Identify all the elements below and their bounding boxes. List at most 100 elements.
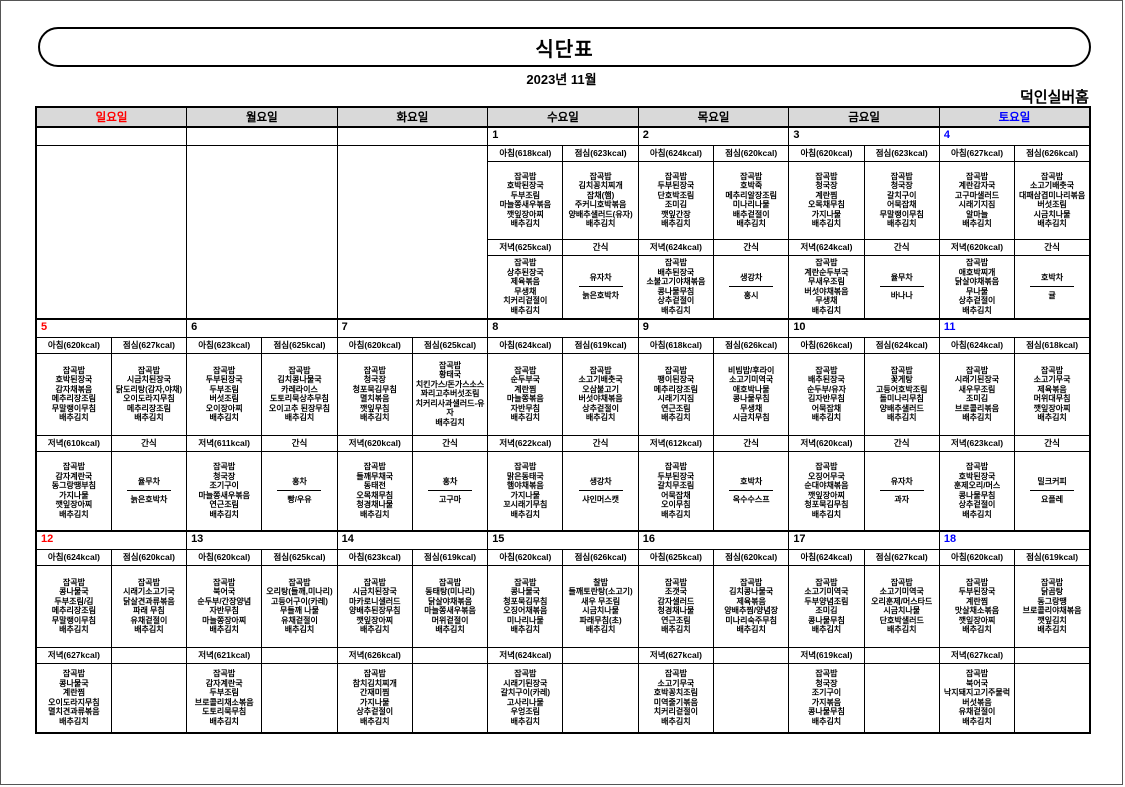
menu-item: 애호박찌개 xyxy=(958,267,996,277)
menu-item: 꼬시래기무침 xyxy=(503,500,548,510)
snack-header xyxy=(411,646,489,664)
menu-item: 잡곡밥 xyxy=(740,577,763,587)
menu-item: 치커리사과샐러드-유자 xyxy=(415,398,485,418)
menu-item: 청국장 xyxy=(363,375,386,384)
menu-item: 동태전 xyxy=(363,481,386,491)
dinner-header: 저녁(627kcal) xyxy=(637,646,715,664)
menu-item: 배추된장국 xyxy=(808,375,845,384)
breakfast-menu-cell: 잡곡밥 배추된장국 순두부/유자 김자반무침 어묵잡채 배추김치 xyxy=(788,352,865,436)
menu-item: 배추김치 xyxy=(811,509,842,519)
menu-item: 간재미찜 xyxy=(360,688,390,698)
dinner-menu-cell: 잡곡밥 계란순두부국 무새우조림 버섯야채볶음 무생채 배추김치 xyxy=(788,254,865,320)
menu-item: 배추김치 xyxy=(811,219,842,228)
snack-divider xyxy=(578,286,623,288)
menu-item: 고사리나물 xyxy=(506,697,544,707)
snack-divider xyxy=(879,286,924,288)
menu-item: 잡곡밥 xyxy=(890,577,913,587)
menu-item: 마카로니샐러드 xyxy=(349,596,401,606)
snack-header: 간식 xyxy=(1014,238,1091,256)
breakfast-header: 아침(624kcal) xyxy=(938,336,1016,354)
dinner-menu-cell: 잡곡밥 참치김치찌개 간재미찜 가지나물 상추겉절이 배추김치 xyxy=(336,662,413,734)
menu-item: 깻잎장아찌 xyxy=(55,500,93,510)
breakfast-menu-cell: 잡곡밥 팽이된장국 메추리장조림 시래기지짐 연근조림 배추김치 xyxy=(637,352,715,436)
menu-item: 콩나물국 xyxy=(59,587,89,596)
snack-header: 간식 xyxy=(261,434,338,452)
menu-item: 소고기무국 xyxy=(1033,375,1071,384)
menu-item: 양배추샐러드 xyxy=(879,403,924,413)
menu-item: 상추겉절이 xyxy=(657,296,695,306)
date-cell: 12 xyxy=(35,530,188,550)
snack-cell: 홍차 고구마 xyxy=(411,450,489,532)
snack-cell: 홍차 빵/우유 xyxy=(261,450,338,532)
menu-item: 잡곡밥 xyxy=(1041,365,1064,375)
date-cell: 9 xyxy=(637,318,790,338)
menu-item: 배추김치 xyxy=(736,219,766,228)
breakfast-header: 아침(618kcal) xyxy=(637,336,715,354)
dinner-header: 저녁(624kcal) xyxy=(788,238,865,256)
date-cell: 14 xyxy=(336,530,489,550)
menu-item: 콩나물국 xyxy=(510,587,541,596)
menu-item: 단호박샐러드 xyxy=(879,615,924,625)
menu-item: 잡곡밥 xyxy=(815,258,838,268)
breakfast-lunch-body-row: 잡곡밥 호박된장국 두부조림 마늘쫑새우볶음 깻잎장아찌 배추김치 잡곡밥 김치꽁치찌개 잡채(… xyxy=(36,160,1091,240)
menu-item: 훈제오리/머스 xyxy=(953,481,1001,491)
menu-item: 두부된장국 xyxy=(958,587,996,596)
snack-cell: 호박차 옥수수스프 xyxy=(713,450,790,532)
breakfast-menu-cell: 잡곡밥 청국장 청포묵김무침 멸치볶음 깻잎무침 배추김치 xyxy=(336,352,413,436)
breakfast-lunch-body-row: 잡곡밥 콩나물국 두부조림/김 메추리장조림 무말랭이무침 배추김치 잡곡밥 시래기소고기국 닭… xyxy=(35,564,1091,648)
menu-item: 배추김치 xyxy=(661,509,691,519)
menu-item: 감자계란국 xyxy=(55,471,93,481)
menu-item: 깻잎장아찌 xyxy=(1033,403,1071,413)
snack-divider xyxy=(729,490,774,492)
menu-item: 오징어채볶음 xyxy=(503,606,548,615)
date-cell xyxy=(35,126,188,146)
menu-item: 버섯야채볶음 xyxy=(578,394,623,403)
lunch-header: 점심(618kcal) xyxy=(1014,336,1091,354)
lunch-menu-cell: 잡곡밥 김치꽁치찌개 잡채(햄) 주커니호박볶음 양배추샐러드(유자) 배추김치 xyxy=(562,160,639,240)
date-row: 12 13 14 15 16 17 18 xyxy=(35,530,1091,550)
menu-item: 시래기지짐 xyxy=(958,200,996,209)
menu-item: 시래기된장국 xyxy=(503,678,548,688)
menu-item: 잡곡밥 xyxy=(664,462,687,472)
menu-item: 오리훈제/머스타드 xyxy=(871,596,933,606)
menu-item: 닭곰탕 xyxy=(1041,587,1064,596)
menu-item: 잡곡밥 xyxy=(213,462,236,472)
menu-item: 배추김치 xyxy=(1037,625,1067,634)
menu-item: 어묵잡채 xyxy=(661,490,691,500)
menu-item: 순두부/유자 xyxy=(806,384,846,394)
menu-item: 청국장 xyxy=(890,181,913,190)
date-cell: 5 xyxy=(35,318,188,338)
snack-divider xyxy=(1030,490,1075,492)
menu-item: 자반무침 xyxy=(510,403,541,413)
snack-cell: 생강차 홍시 xyxy=(713,254,790,320)
menu-item: 배추김치 xyxy=(887,219,917,228)
snack-item: 율무차 xyxy=(137,476,160,486)
menu-item: 버섯조림 xyxy=(1037,200,1067,209)
menu-item: 잡곡밥 xyxy=(288,365,311,375)
menu-item: 어묵잡채 xyxy=(887,200,917,209)
menu-item: 김치콩나물국 xyxy=(277,375,322,384)
menu-item: 오이장아찌 xyxy=(205,403,243,413)
lunch-header: 점심(626kcal) xyxy=(713,336,790,354)
breakfast-menu-cell: 잡곡밥 시금치된장국 마카로니샐러드 양배추된장무침 깻잎장아찌 배추김치 xyxy=(336,564,413,648)
snack-cell xyxy=(110,662,188,734)
menu-item: 무말랭이무침 xyxy=(51,615,96,625)
menu-item: 김치콩나물국 xyxy=(729,587,774,596)
lunch-menu-cell: 잡곡밥 소고기무국 제육볶음 머위대무침 깻잎장아찌 배추김치 xyxy=(1014,352,1091,436)
menu-item: 잡곡밥 xyxy=(213,365,236,375)
menu-item: 미나리나물 xyxy=(506,615,544,625)
menu-item: 두부양념조림 xyxy=(804,596,849,606)
menu-item: 배추김치 xyxy=(585,413,616,422)
snack-item: 요플레 xyxy=(1041,495,1064,505)
menu-item: 두부된장국 xyxy=(657,471,695,481)
lunch-header: 점심(620kcal) xyxy=(713,548,790,566)
menu-item: 마늘쫑장아찌 xyxy=(202,615,247,625)
menu-item: 낙지돼지고기주물럭 xyxy=(943,688,1011,698)
menu-item: 메추리알장조림 xyxy=(725,190,777,200)
dinner-snack-header-row: 저녁(627kcal) 저녁(621kcal) 저녁(626kcal) 저녁(624k… xyxy=(35,646,1091,664)
breakfast-menu-cell: 잡곡밥 시래기된장국 새우무조림 조미김 브로콜리볶음 배추김치 xyxy=(938,352,1016,436)
lunch-menu-cell: 잡곡밥 김치콩나물국 카레라이스 도토리묵상추무침 오이고추 된장무침 배추김치 xyxy=(261,352,338,436)
menu-item: 황태국 xyxy=(439,370,462,380)
lunch-menu-cell: 잡곡밥 꽃게탕 고등어호박조림 돌미나리무침 양배추샐러드 배추김치 xyxy=(863,352,940,436)
